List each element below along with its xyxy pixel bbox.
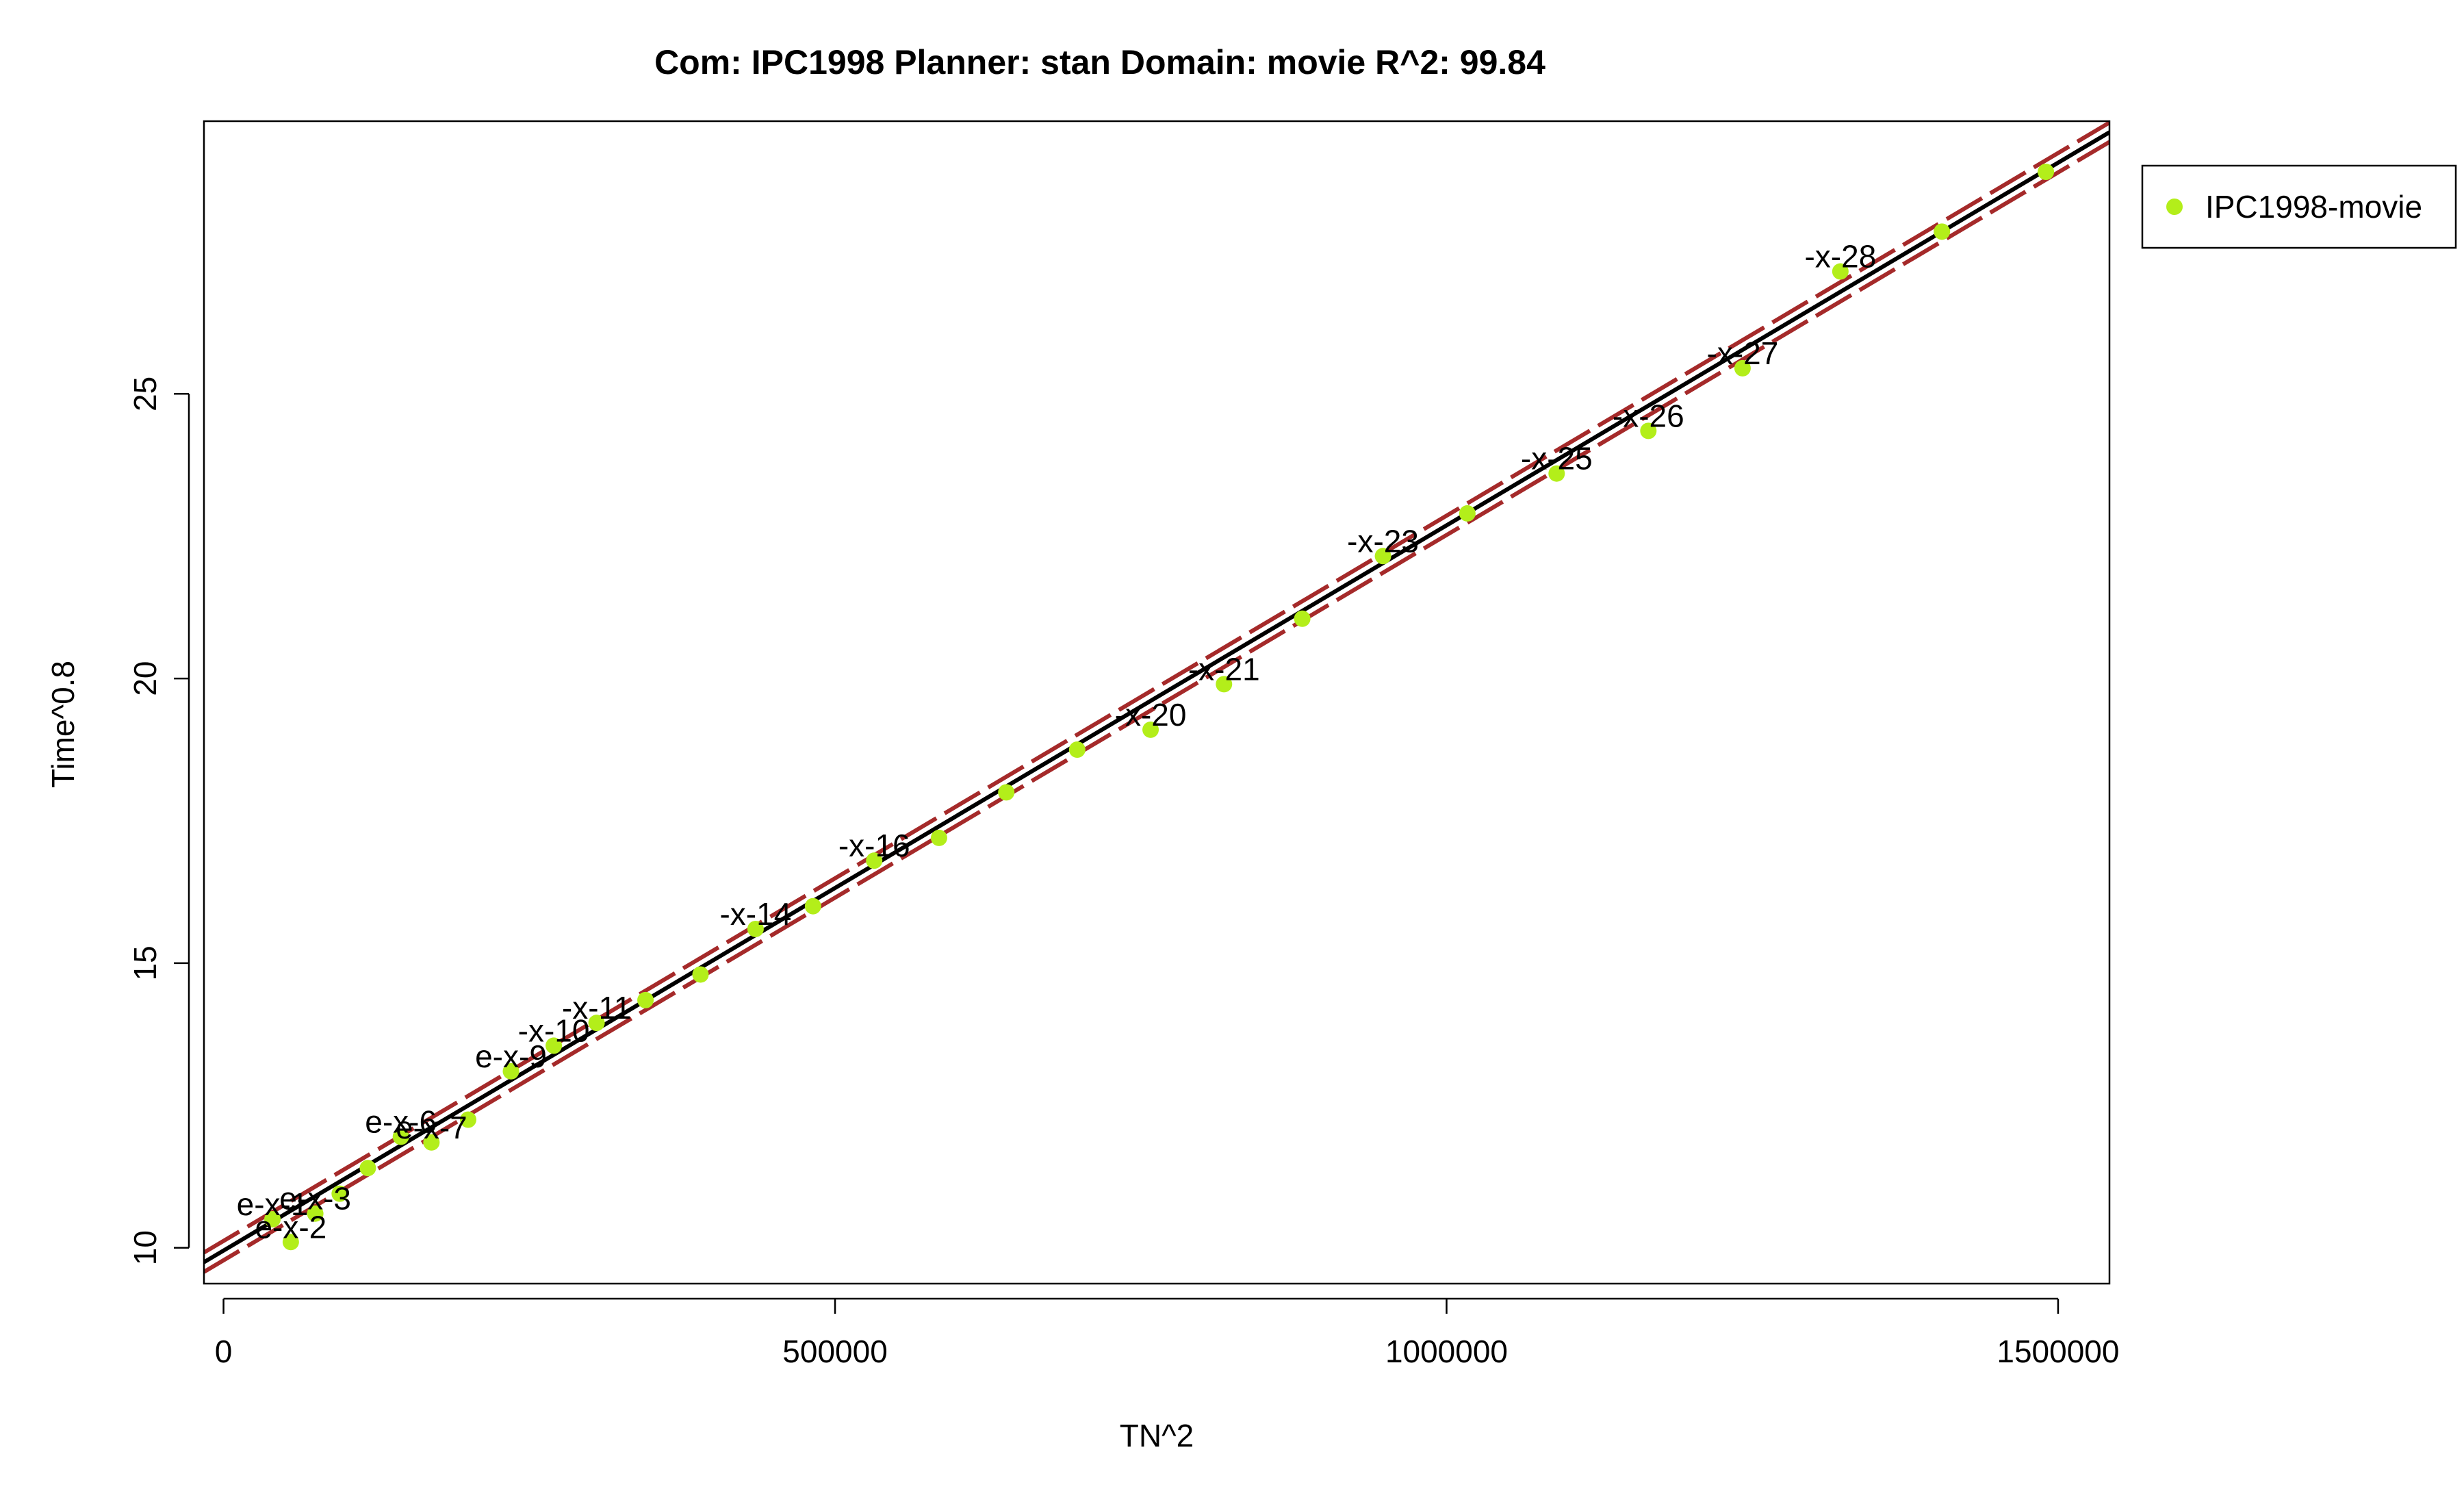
data-point — [998, 784, 1015, 801]
chart-title: Com: IPC1998 Planner: stan Domain: movie… — [654, 43, 1545, 81]
y-tick-label: 20 — [127, 661, 163, 696]
y-tick-label: 10 — [127, 1230, 163, 1265]
data-point — [423, 1134, 440, 1151]
data-point — [392, 1128, 409, 1145]
data-points — [264, 164, 2055, 1251]
y-tick-label: 25 — [127, 377, 163, 411]
data-point — [1459, 505, 1476, 522]
point-label: -x-25 — [1521, 441, 1593, 476]
point-label: -x-10 — [518, 1013, 590, 1048]
data-point — [282, 1234, 299, 1251]
legend-box — [2141, 164, 2457, 249]
data-point — [502, 1062, 519, 1080]
x-tick-label: 1500000 — [1997, 1334, 2119, 1369]
data-point — [866, 852, 883, 869]
legend-marker — [2166, 199, 2183, 215]
plot-frame — [203, 120, 2111, 1285]
point-label: -x-23 — [1347, 523, 1419, 559]
point-label: e-x-6 — [365, 1104, 437, 1139]
x-tick-label: 500000 — [782, 1334, 888, 1369]
data-point — [588, 1015, 605, 1032]
data-point — [1640, 422, 1657, 440]
point-label: -x-20 — [1115, 697, 1187, 733]
data-point — [1734, 359, 1751, 377]
legend: IPC1998-movie — [2141, 164, 2457, 249]
data-point — [331, 1185, 348, 1202]
data-point — [264, 1211, 281, 1228]
upper-band-line — [204, 121, 2109, 1255]
y-tick-label: 15 — [127, 945, 163, 980]
data-point — [2038, 164, 2055, 181]
data-point — [1832, 263, 1849, 280]
point-label: e-x-2 — [255, 1209, 326, 1245]
data-point — [1294, 610, 1311, 627]
point-labels: e-x-1e-x-2e-x-3 e-x-6e-x-7 e-x-9-x-10-x-11… — [237, 239, 1877, 1245]
data-point — [804, 898, 821, 915]
point-label: -x-28 — [1804, 239, 1876, 275]
data-point — [307, 1205, 324, 1222]
data-point — [1374, 548, 1391, 565]
data-point — [1142, 721, 1159, 738]
point-label: -x-27 — [1707, 335, 1779, 371]
data-point — [546, 1037, 563, 1054]
point-label: e-x-3 — [279, 1181, 351, 1217]
point-label: -x-14 — [719, 896, 791, 932]
data-point — [359, 1160, 376, 1177]
y-axis: 10 15 20 25 — [127, 377, 190, 1265]
data-point — [1216, 676, 1233, 693]
data-point — [692, 966, 709, 983]
x-axis: 0 500000 1000000 1500000 — [215, 1297, 2119, 1369]
y-axis-label: Time^0.8 — [45, 661, 81, 788]
data-point — [637, 991, 654, 1008]
point-label: -x-21 — [1188, 651, 1260, 687]
point-label: e-x-9 — [475, 1039, 547, 1074]
data-point — [1934, 223, 1951, 240]
plot-area: e-x-1e-x-2e-x-3 e-x-6e-x-7 e-x-9-x-10-x-11… — [203, 120, 2111, 1285]
point-label: e-x-1 — [237, 1186, 309, 1222]
point-label: e-x-7 — [396, 1110, 467, 1145]
legend-entry: IPC1998-movie — [2205, 189, 2422, 225]
fit-line — [204, 130, 2109, 1264]
data-point — [1548, 465, 1565, 482]
data-point — [747, 920, 764, 937]
point-label: -x-11 — [562, 990, 631, 1026]
lower-band-line — [204, 140, 2109, 1274]
data-point — [930, 829, 947, 846]
point-label: -x-16 — [838, 828, 910, 863]
point-label: -x-26 — [1613, 398, 1684, 433]
x-tick-label: 0 — [215, 1334, 233, 1369]
data-point — [1068, 741, 1086, 759]
data-point — [459, 1111, 476, 1128]
regression-lines — [204, 121, 2109, 1274]
x-tick-label: 1000000 — [1385, 1334, 1508, 1369]
x-axis-label: TN^2 — [1120, 1418, 1194, 1453]
